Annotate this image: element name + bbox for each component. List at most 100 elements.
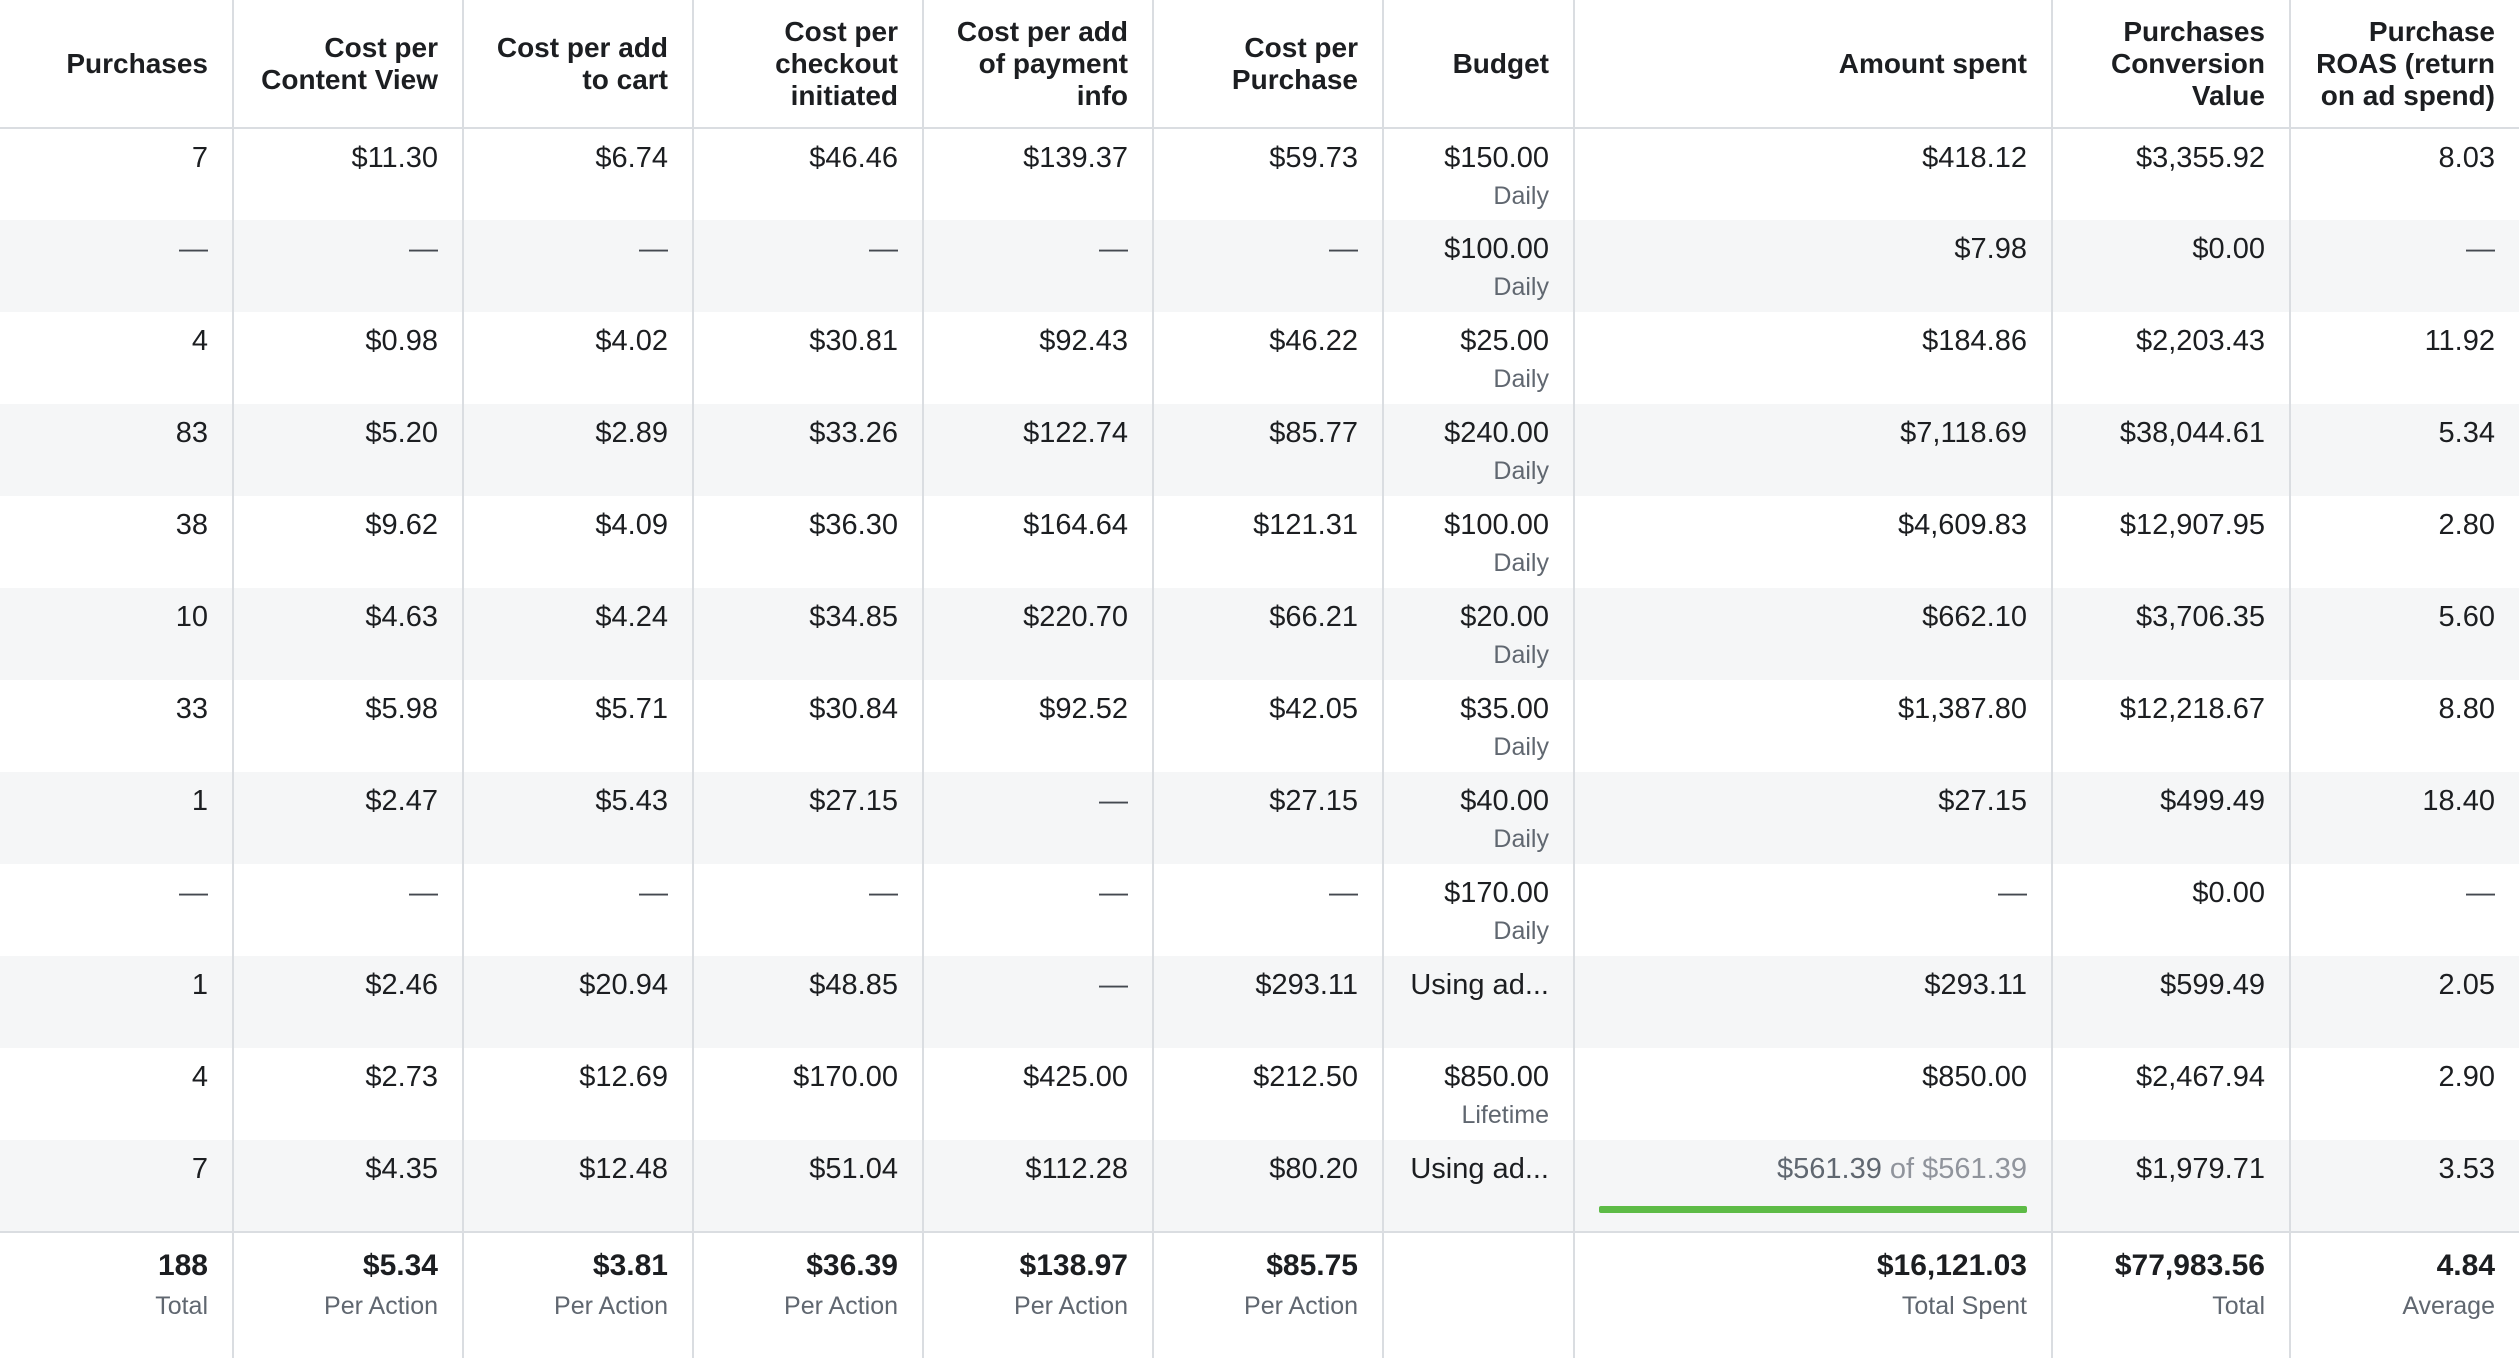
purchases-conversion-value-value: $3,706.35 (2135, 601, 2265, 633)
column-header-cost-per-content-view[interactable]: Cost per Content View (232, 0, 463, 129)
cost-per-checkout-initiated-value: $34.85 (809, 601, 898, 633)
total-cost-per-add-to-cart-value: $3.81 (592, 1249, 668, 1282)
purchases-value: — (179, 877, 208, 909)
cost-per-purchase-value: $80.20 (1269, 1153, 1358, 1185)
table-row[interactable]: 33 $5.98 $5.71 $30.84 $92.52 $42.05 $35.00 Dail… (0, 680, 2519, 772)
cell-purchases-conversion-value: $3,355.92 (2051, 128, 2290, 220)
cell-purchases-conversion-value: $2,203.43 (2051, 312, 2290, 404)
cell-cost-per-purchase: $42.05 (1152, 680, 1383, 772)
cell-purchases: 33 (0, 680, 233, 772)
cell-cost-per-add-of-payment-info: $220.70 (922, 588, 1153, 680)
total-cost-per-checkout-initiated-label: Per Action (784, 1292, 898, 1320)
cost-per-checkout-initiated-value: $48.85 (809, 969, 898, 1001)
cell-cost-per-add-of-payment-info: — (922, 956, 1153, 1048)
spend-progress-fill (1599, 1206, 2027, 1213)
column-header-amount-spent[interactable]: Amount spent (1573, 0, 2052, 129)
amount-spent-value: — (1998, 877, 2027, 909)
purchases-value: 10 (175, 601, 208, 633)
purchases-conversion-value-value: $3,355.92 (2135, 142, 2265, 174)
cell-cost-per-checkout-initiated: $46.46 (692, 128, 923, 220)
column-header-purchases[interactable]: Purchases (0, 0, 233, 129)
cell-cost-per-purchase: $80.20 (1152, 1140, 1383, 1232)
cell-purchases-conversion-value: $499.49 (2051, 772, 2290, 864)
cell-cost-per-add-of-payment-info: — (922, 864, 1153, 956)
cell-purchases-conversion-value: $0.00 (2051, 864, 2290, 956)
purchases-value: 1 (191, 969, 208, 1001)
total-cost-per-content-view-value: $5.34 (362, 1249, 438, 1282)
column-header-purchase-roas[interactable]: Purchase ROAS (return on ad spend) (2289, 0, 2519, 129)
total-cell-purchase-roas: 4.84 Average (2289, 1231, 2519, 1358)
cell-cost-per-content-view: $2.73 (232, 1048, 463, 1140)
cost-per-checkout-initiated-value: — (869, 877, 898, 909)
cell-purchase-roas: 3.53 (2289, 1140, 2519, 1232)
spend-progress-bar (1599, 1206, 2027, 1213)
table-row[interactable]: 38 $9.62 $4.09 $36.30 $164.64 $121.31 $100.00 D… (0, 496, 2519, 588)
table-row[interactable]: 1 $2.47 $5.43 $27.15 — $27.15 $40.00 Daily $27.1… (0, 772, 2519, 864)
budget-type: Daily (1493, 641, 1549, 669)
purchases-conversion-value-value: $599.49 (2160, 969, 2265, 1001)
table-row[interactable]: 4 $0.98 $4.02 $30.81 $92.43 $46.22 $25.00 Daily… (0, 312, 2519, 404)
cost-per-add-of-payment-info-value: $139.37 (1023, 142, 1128, 174)
budget-amount: $150.00 (1444, 142, 1549, 174)
column-header-cost-per-purchase[interactable]: Cost per Purchase (1152, 0, 1383, 129)
table-row[interactable]: 83 $5.20 $2.89 $33.26 $122.74 $85.77 $240.00 Da… (0, 404, 2519, 496)
cell-purchases-conversion-value: $2,467.94 (2051, 1048, 2290, 1140)
column-header-budget[interactable]: Budget (1382, 0, 1574, 129)
cell-cost-per-checkout-initiated: $33.26 (692, 404, 923, 496)
purchases-conversion-value-value: $12,907.95 (2119, 509, 2265, 541)
cost-per-add-of-payment-info-value: — (1099, 877, 1128, 909)
cell-cost-per-purchase: $66.21 (1152, 588, 1383, 680)
purchases-value: 7 (191, 142, 208, 174)
total-cell-purchases-conversion-value: $77,983.56 Total (2051, 1231, 2290, 1358)
table-row[interactable]: 7 $4.35 $12.48 $51.04 $112.28 $80.20 Using ad.… (0, 1140, 2519, 1232)
column-header-cost-per-add-of-payment-info[interactable]: Cost per add of payment info (922, 0, 1153, 129)
budget-type: Lifetime (1461, 1101, 1549, 1129)
cost-per-purchase-value: $85.77 (1269, 417, 1358, 449)
cell-cost-per-checkout-initiated: $48.85 (692, 956, 923, 1048)
table-row[interactable]: — — — — — — $170.00 Daily — $0.00 — (0, 864, 2519, 956)
table-row[interactable]: 7 $11.30 $6.74 $46.46 $139.37 $59.73 $150.00 Da… (0, 128, 2519, 220)
cell-purchases-conversion-value: $599.49 (2051, 956, 2290, 1048)
table-row[interactable]: 10 $4.63 $4.24 $34.85 $220.70 $66.21 $20.00 Dai… (0, 588, 2519, 680)
cell-cost-per-purchase: $27.15 (1152, 772, 1383, 864)
amount-spent-value: $1,387.80 (1897, 693, 2027, 725)
total-cell-purchases: 188 Total (0, 1231, 233, 1358)
cost-per-purchase-value: $59.73 (1269, 142, 1358, 174)
column-header-cost-per-checkout-initiated[interactable]: Cost per checkout initiated (692, 0, 923, 129)
total-cost-per-add-to-cart-label: Per Action (554, 1292, 668, 1320)
budget-amount: $100.00 (1444, 233, 1549, 265)
purchases-conversion-value-value: $12,218.67 (2119, 693, 2265, 725)
cell-cost-per-content-view: $4.35 (232, 1140, 463, 1232)
cell-amount-spent: $184.86 (1573, 312, 2052, 404)
cost-per-add-to-cart-value: $20.94 (579, 969, 668, 1001)
table-row[interactable]: 1 $2.46 $20.94 $48.85 — $293.11 Using ad... $29… (0, 956, 2519, 1048)
budget-amount: Using ad... (1410, 969, 1549, 1001)
column-header-cost-per-add-to-cart[interactable]: Cost per add to cart (462, 0, 693, 129)
cell-budget: $100.00 Daily (1382, 220, 1574, 312)
cell-purchases-conversion-value: $12,218.67 (2051, 680, 2290, 772)
cost-per-content-view-value: $4.63 (365, 601, 438, 633)
cost-per-purchase-value: $66.21 (1269, 601, 1358, 633)
purchase-roas-value: 5.34 (2438, 417, 2495, 449)
amount-spent-value: $27.15 (1938, 785, 2027, 817)
cost-per-content-view-value: $2.73 (365, 1061, 438, 1093)
table-row[interactable]: 4 $2.73 $12.69 $170.00 $425.00 $212.50 $850.00… (0, 1048, 2519, 1140)
purchases-value: 4 (191, 325, 208, 357)
cell-cost-per-checkout-initiated: — (692, 220, 923, 312)
column-header-purchases-conversion-value[interactable]: Purchases Conversion Value (2051, 0, 2290, 129)
cell-cost-per-add-to-cart: $12.69 (462, 1048, 693, 1140)
cell-cost-per-checkout-initiated: $27.15 (692, 772, 923, 864)
cell-purchases: 1 (0, 956, 233, 1048)
cost-per-checkout-initiated-value: $170.00 (793, 1061, 898, 1093)
cell-purchases-conversion-value: $12,907.95 (2051, 496, 2290, 588)
cell-purchase-roas: 18.40 (2289, 772, 2519, 864)
cell-cost-per-purchase: $212.50 (1152, 1048, 1383, 1140)
cell-cost-per-content-view: $0.98 (232, 312, 463, 404)
table-row[interactable]: — — — — — — $100.00 Daily $7.98 $0.00 — (0, 220, 2519, 312)
amount-spent-value: $293.11 (1924, 969, 2027, 1001)
total-cost-per-checkout-initiated-value: $36.39 (806, 1249, 898, 1282)
cell-cost-per-checkout-initiated: $30.84 (692, 680, 923, 772)
purchases-conversion-value-value: $1,979.71 (2135, 1153, 2265, 1185)
cost-per-add-to-cart-value: — (639, 233, 668, 265)
amount-spent-value: $850.00 (1922, 1061, 2027, 1093)
